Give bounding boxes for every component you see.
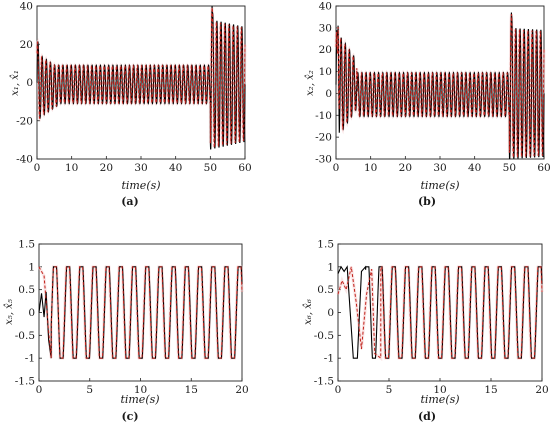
y-tick-label-b: -20: [315, 132, 332, 144]
y-tick-label-d: 1: [327, 261, 334, 273]
x-axis-label-b: time(s): [420, 179, 459, 192]
y-axis-label-d: x₆, x̂₆: [303, 299, 314, 325]
y-tick-label-d: 0: [327, 307, 334, 319]
x-tick-label-b: 10: [364, 162, 377, 174]
panel-label-a: (a): [121, 195, 139, 208]
axis-ticks-d: 0 5 10 15 20 -1.5 -1 -0.5 0 0.5 1 1.5: [314, 239, 549, 397]
x-tick-label-a: 40: [169, 162, 182, 174]
x-tick-label-b: 50: [503, 162, 516, 174]
series-group-a: [35, 5, 247, 150]
y-tick-label-d: -0.5: [314, 330, 334, 342]
subplot-d: 0 5 10 15 20 -1.5 -1 -0.5 0 0.5 1 1.5 time(s) x₆, x…: [303, 239, 549, 424]
y-tick-label-d: -1.5: [314, 376, 334, 388]
y-tick-label-c: 1.5: [18, 239, 35, 251]
x-tick-label-a: 50: [204, 162, 217, 174]
y-tick-label-b: 30: [319, 22, 332, 34]
series-group-d: [336, 265, 544, 362]
y-tick-label-a: -40: [16, 154, 33, 166]
x-tick-label-d: 0: [335, 384, 342, 396]
x-tick-label-a: 60: [238, 162, 251, 174]
y-tick-label-b: 40: [319, 1, 332, 13]
x-tick-label-c: 10: [134, 384, 147, 396]
axis-ticks-a: 0 10 20 30 40 50 60 -40 -20 0 20 40: [16, 1, 252, 175]
y-tick-label-a: -20: [16, 115, 33, 127]
x-tick-label-a: 30: [134, 162, 147, 174]
x-tick-label-a: 0: [34, 162, 41, 174]
panel-label-b: (b): [418, 195, 436, 208]
y-tick-label-b: -10: [315, 110, 332, 122]
y-tick-label-c: -0.5: [15, 330, 35, 342]
y-tick-label-c: -1.5: [15, 376, 35, 388]
x-tick-label-b: 30: [433, 162, 446, 174]
x-tick-label-d: 20: [535, 384, 548, 396]
x-tick-label-b: 40: [468, 162, 481, 174]
series-estimate-line-c: [38, 266, 243, 359]
x-tick-label-d: 5: [386, 384, 393, 396]
y-axis-label-a: x₁, x̂₁: [10, 70, 21, 96]
y-tick-label-c: -1: [25, 353, 35, 365]
y-tick-label-d: 1.5: [317, 239, 334, 251]
x-tick-label-c: 0: [36, 384, 43, 396]
axis-ticks-c: 0 5 10 15 20 -1.5 -1 -0.5 0 0.5 1 1.5: [15, 239, 249, 397]
x-axis-label-d: time(s): [420, 393, 459, 406]
y-tick-label-a: 0: [26, 77, 33, 89]
x-axis-label-c: time(s): [120, 393, 159, 406]
y-tick-label-a: 20: [20, 39, 33, 51]
x-tick-label-c: 5: [86, 384, 93, 396]
y-tick-label-c: 1: [28, 261, 35, 273]
x-tick-label-c: 20: [235, 384, 248, 396]
x-tick-label-d: 10: [433, 384, 446, 396]
y-tick-label-a: 40: [20, 1, 33, 13]
x-tick-label-a: 10: [65, 162, 78, 174]
x-tick-label-c: 15: [185, 384, 198, 396]
y-axis-label-c: x₅, x̂₅: [4, 299, 15, 325]
x-tick-label-b: 20: [399, 162, 412, 174]
series-estimate-line-d: [337, 266, 543, 360]
series-actual-line-a: [36, 5, 246, 150]
x-tick-label-d: 15: [484, 384, 497, 396]
y-tick-label-b: 20: [319, 44, 332, 56]
series-estimate-line-b: [335, 14, 545, 158]
plot-frame-d: [337, 243, 543, 382]
y-tick-label-b: -30: [315, 154, 332, 166]
y-tick-label-b: 0: [325, 88, 332, 100]
series-group-c: [37, 265, 244, 360]
panel-label-c: (c): [121, 410, 138, 423]
y-tick-label-d: 0.5: [317, 284, 334, 296]
axis-ticks-b: 0 10 20 30 40 50 60 -30 -20 -10 0 10 20 30 40: [315, 1, 550, 175]
series-actual-line-d: [337, 265, 543, 359]
series-group-b: [334, 12, 546, 160]
series-estimate-line-a: [36, 7, 246, 148]
subplot-c: 0 5 10 15 20 -1.5 -1 -0.5 0 0.5 1 1.5 time(s) x₅, x…: [4, 239, 249, 424]
y-tick-label-c: 0.5: [18, 284, 35, 296]
x-tick-label-a: 20: [100, 162, 113, 174]
plot-frame-c: [38, 243, 243, 382]
y-tick-label-c: 0: [28, 307, 35, 319]
y-tick-label-b: 10: [319, 66, 332, 78]
subplot-a: 0 10 20 30 40 50 60 -40 -20 0 20 40 time(s) x₁, x̂₁…: [10, 1, 252, 209]
y-tick-label-d: -1: [324, 353, 334, 365]
panel-label-d: (d): [418, 410, 436, 423]
x-axis-label-a: time(s): [121, 179, 160, 192]
x-tick-label-b: 60: [537, 162, 550, 174]
y-axis-label-b: x₂, x̂₂: [305, 70, 316, 96]
x-tick-label-b: 0: [333, 162, 340, 174]
